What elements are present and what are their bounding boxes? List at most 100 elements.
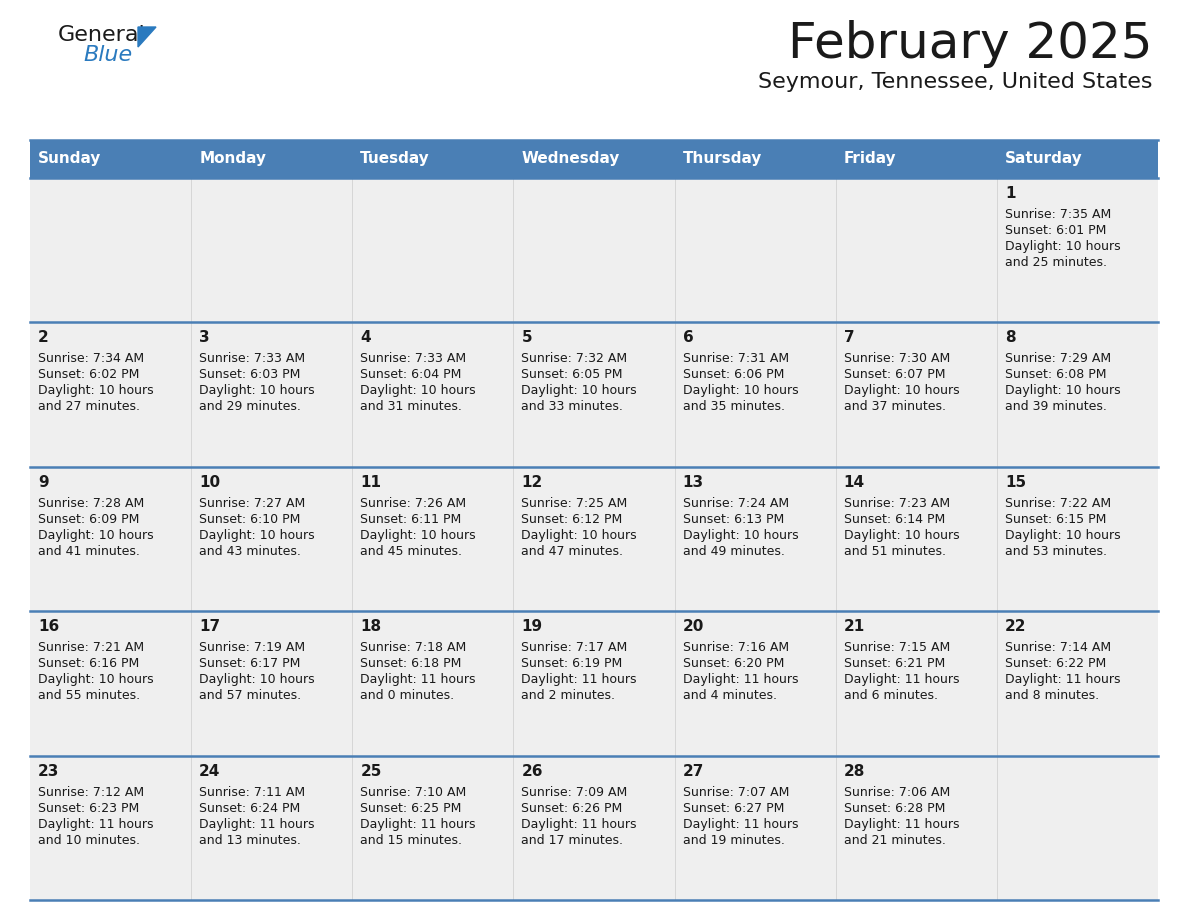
- Text: February 2025: February 2025: [789, 20, 1154, 68]
- Text: Daylight: 11 hours: Daylight: 11 hours: [843, 818, 959, 831]
- Text: and 13 minutes.: and 13 minutes.: [200, 834, 301, 846]
- Text: 12: 12: [522, 475, 543, 490]
- Bar: [513, 322, 675, 466]
- Bar: [513, 466, 675, 611]
- Text: Sunrise: 7:31 AM: Sunrise: 7:31 AM: [683, 353, 789, 365]
- Bar: [835, 140, 997, 178]
- Text: Sunrise: 7:35 AM: Sunrise: 7:35 AM: [1005, 208, 1111, 221]
- Text: and 10 minutes.: and 10 minutes.: [38, 834, 140, 846]
- Text: and 6 minutes.: and 6 minutes.: [843, 689, 937, 702]
- Text: 16: 16: [38, 620, 59, 634]
- Bar: [191, 611, 353, 756]
- Text: Daylight: 11 hours: Daylight: 11 hours: [38, 818, 153, 831]
- Text: Sunrise: 7:34 AM: Sunrise: 7:34 AM: [38, 353, 144, 365]
- Text: and 19 minutes.: and 19 minutes.: [683, 834, 784, 846]
- Text: Daylight: 10 hours: Daylight: 10 hours: [843, 385, 960, 397]
- Text: Sunset: 6:27 PM: Sunset: 6:27 PM: [683, 801, 784, 814]
- Text: Wednesday: Wednesday: [522, 151, 620, 166]
- Text: 11: 11: [360, 475, 381, 490]
- Text: Sunrise: 7:27 AM: Sunrise: 7:27 AM: [200, 497, 305, 509]
- Text: Sunset: 6:10 PM: Sunset: 6:10 PM: [200, 513, 301, 526]
- Text: and 35 minutes.: and 35 minutes.: [683, 400, 784, 413]
- Bar: [835, 178, 997, 322]
- Text: and 39 minutes.: and 39 minutes.: [1005, 400, 1107, 413]
- Text: 22: 22: [1005, 620, 1026, 634]
- Text: Sunset: 6:17 PM: Sunset: 6:17 PM: [200, 657, 301, 670]
- Text: Sunset: 6:13 PM: Sunset: 6:13 PM: [683, 513, 784, 526]
- Text: Sunset: 6:23 PM: Sunset: 6:23 PM: [38, 801, 139, 814]
- Text: Daylight: 10 hours: Daylight: 10 hours: [1005, 385, 1120, 397]
- Text: 27: 27: [683, 764, 704, 778]
- Text: Friday: Friday: [843, 151, 896, 166]
- Text: and 55 minutes.: and 55 minutes.: [38, 689, 140, 702]
- Text: Sunset: 6:19 PM: Sunset: 6:19 PM: [522, 657, 623, 670]
- Text: 19: 19: [522, 620, 543, 634]
- Text: Sunset: 6:24 PM: Sunset: 6:24 PM: [200, 801, 301, 814]
- Text: Sunrise: 7:15 AM: Sunrise: 7:15 AM: [843, 641, 950, 655]
- Text: Sunset: 6:18 PM: Sunset: 6:18 PM: [360, 657, 462, 670]
- Text: Daylight: 11 hours: Daylight: 11 hours: [360, 818, 475, 831]
- Text: Sunset: 6:20 PM: Sunset: 6:20 PM: [683, 657, 784, 670]
- Text: Sunset: 6:26 PM: Sunset: 6:26 PM: [522, 801, 623, 814]
- Text: Sunrise: 7:11 AM: Sunrise: 7:11 AM: [200, 786, 305, 799]
- Text: Sunday: Sunday: [38, 151, 101, 166]
- Bar: [30, 466, 191, 611]
- Text: Daylight: 10 hours: Daylight: 10 hours: [1005, 529, 1120, 542]
- Text: Daylight: 10 hours: Daylight: 10 hours: [200, 673, 315, 686]
- Text: Sunrise: 7:25 AM: Sunrise: 7:25 AM: [522, 497, 627, 509]
- Text: and 31 minutes.: and 31 minutes.: [360, 400, 462, 413]
- Bar: [30, 322, 191, 466]
- Text: Sunset: 6:09 PM: Sunset: 6:09 PM: [38, 513, 139, 526]
- Text: Sunset: 6:14 PM: Sunset: 6:14 PM: [843, 513, 944, 526]
- Text: 26: 26: [522, 764, 543, 778]
- Bar: [30, 178, 191, 322]
- Text: Sunset: 6:25 PM: Sunset: 6:25 PM: [360, 801, 462, 814]
- Text: Daylight: 10 hours: Daylight: 10 hours: [522, 529, 637, 542]
- Text: and 57 minutes.: and 57 minutes.: [200, 689, 302, 702]
- Bar: [30, 611, 191, 756]
- Text: 24: 24: [200, 764, 221, 778]
- Text: Daylight: 10 hours: Daylight: 10 hours: [360, 529, 476, 542]
- Text: Sunrise: 7:30 AM: Sunrise: 7:30 AM: [843, 353, 950, 365]
- Bar: [353, 611, 513, 756]
- Polygon shape: [138, 27, 156, 47]
- Text: 23: 23: [38, 764, 59, 778]
- Text: and 8 minutes.: and 8 minutes.: [1005, 689, 1099, 702]
- Bar: [353, 178, 513, 322]
- Text: 1: 1: [1005, 186, 1016, 201]
- Bar: [835, 611, 997, 756]
- Text: Thursday: Thursday: [683, 151, 762, 166]
- Text: 7: 7: [843, 330, 854, 345]
- Bar: [353, 140, 513, 178]
- Text: Sunrise: 7:28 AM: Sunrise: 7:28 AM: [38, 497, 144, 509]
- Text: Daylight: 10 hours: Daylight: 10 hours: [200, 385, 315, 397]
- Text: Sunset: 6:03 PM: Sunset: 6:03 PM: [200, 368, 301, 381]
- Text: 21: 21: [843, 620, 865, 634]
- Text: Sunrise: 7:06 AM: Sunrise: 7:06 AM: [843, 786, 950, 799]
- Text: and 33 minutes.: and 33 minutes.: [522, 400, 624, 413]
- Text: Daylight: 10 hours: Daylight: 10 hours: [200, 529, 315, 542]
- Bar: [353, 756, 513, 900]
- Text: 13: 13: [683, 475, 703, 490]
- Text: Sunrise: 7:26 AM: Sunrise: 7:26 AM: [360, 497, 467, 509]
- Bar: [191, 178, 353, 322]
- Text: 3: 3: [200, 330, 210, 345]
- Text: Daylight: 11 hours: Daylight: 11 hours: [522, 818, 637, 831]
- Bar: [835, 322, 997, 466]
- Text: and 21 minutes.: and 21 minutes.: [843, 834, 946, 846]
- Text: Daylight: 11 hours: Daylight: 11 hours: [843, 673, 959, 686]
- Bar: [353, 322, 513, 466]
- Bar: [997, 178, 1158, 322]
- Text: Daylight: 10 hours: Daylight: 10 hours: [38, 529, 153, 542]
- Text: Sunrise: 7:33 AM: Sunrise: 7:33 AM: [200, 353, 305, 365]
- Bar: [513, 756, 675, 900]
- Text: Monday: Monday: [200, 151, 266, 166]
- Text: Sunrise: 7:23 AM: Sunrise: 7:23 AM: [843, 497, 950, 509]
- Text: Sunset: 6:04 PM: Sunset: 6:04 PM: [360, 368, 462, 381]
- Bar: [30, 140, 191, 178]
- Text: Sunset: 6:16 PM: Sunset: 6:16 PM: [38, 657, 139, 670]
- Text: and 2 minutes.: and 2 minutes.: [522, 689, 615, 702]
- Text: and 43 minutes.: and 43 minutes.: [200, 544, 301, 558]
- Text: and 29 minutes.: and 29 minutes.: [200, 400, 301, 413]
- Text: and 25 minutes.: and 25 minutes.: [1005, 256, 1107, 269]
